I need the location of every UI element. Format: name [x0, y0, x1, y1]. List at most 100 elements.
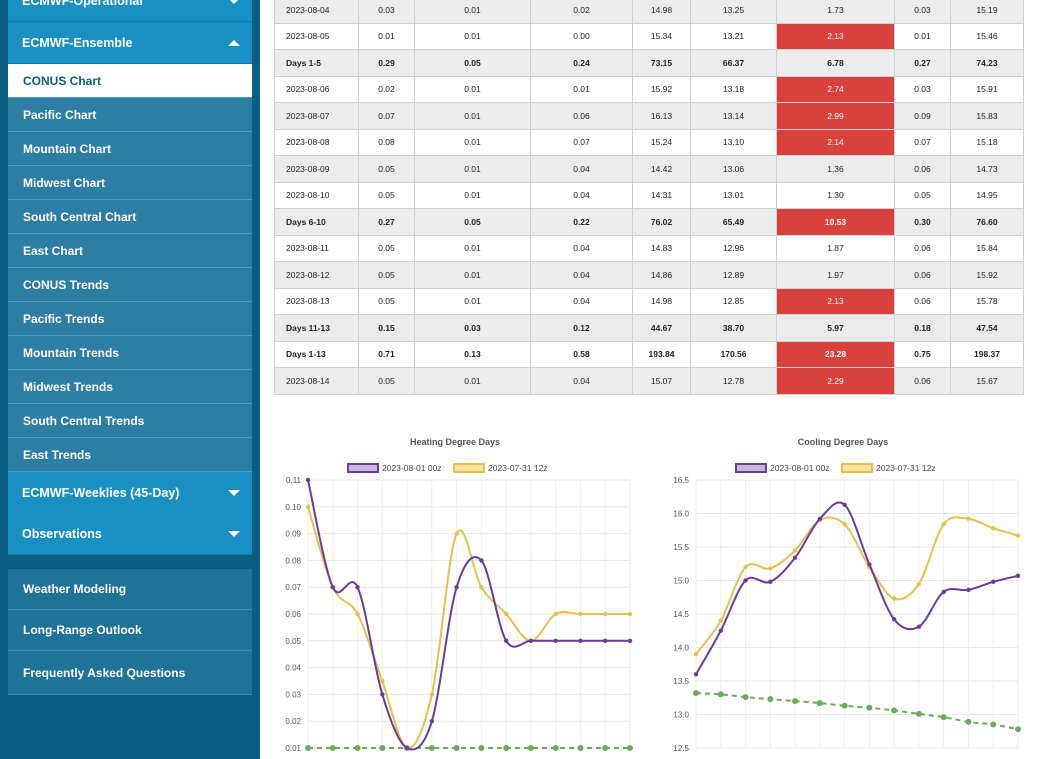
data-point — [380, 692, 385, 697]
sidebar-item-pacific-chart[interactable]: Pacific Chart — [8, 98, 252, 132]
y-tick-label: 13.0 — [673, 711, 689, 720]
menu-header-3[interactable]: Observations — [8, 513, 252, 555]
table-cell: 14.86 — [632, 261, 691, 289]
data-point — [717, 691, 724, 698]
data-point — [768, 566, 773, 571]
data-point — [380, 678, 385, 684]
table-cell: 0.58 — [530, 340, 633, 368]
table-cell: 2.99 — [776, 102, 895, 130]
chevron-down-icon[interactable] — [228, 0, 240, 4]
table-cell: 0.04 — [530, 367, 633, 395]
table-cell: 12.78 — [690, 367, 777, 395]
chevron-down-icon[interactable] — [228, 489, 240, 496]
sidebar-item-conus-chart[interactable]: CONUS Chart — [8, 64, 252, 98]
data-point — [578, 638, 583, 643]
table-cell: 15.78 — [950, 287, 1024, 315]
legend-label: 2023-07-31 12z — [488, 463, 548, 473]
y-tick-label: 0.11 — [286, 476, 302, 485]
sidebar-item-east-trends[interactable]: East Trends — [8, 438, 252, 472]
data-point — [354, 745, 361, 751]
chevron-up-icon[interactable] — [228, 39, 240, 46]
sidebar-link-frequently-asked-questions[interactable]: Frequently Asked Questions — [8, 651, 252, 695]
chevron-down-icon[interactable] — [228, 530, 240, 537]
data-point — [916, 624, 922, 629]
table-cell: 13.01 — [690, 181, 777, 209]
table-cell: 0.06 — [894, 287, 951, 315]
sidebar-item-mountain-chart[interactable]: Mountain Chart — [8, 132, 252, 166]
table-cell: 0.05 — [358, 367, 415, 395]
table-cell: 0.04 — [530, 234, 633, 262]
data-point — [627, 638, 633, 643]
menu-header-2[interactable]: ECMWF-Weeklies (45-Day) — [8, 472, 252, 514]
legend-swatch — [347, 463, 379, 473]
y-tick-label: 0.06 — [285, 610, 301, 619]
data-point — [891, 596, 897, 601]
data-point — [966, 587, 971, 593]
sidebar-item-south-central-trends[interactable]: South Central Trends — [8, 404, 252, 438]
table-cell: 0.22 — [530, 208, 633, 236]
data-point — [478, 745, 485, 751]
table-cell: 0.01 — [414, 287, 531, 315]
table-cell: 0.05 — [414, 49, 531, 77]
table-row: Days 1-5 0.29 0.05 0.24 73.15 66.37 6.78 0.27 74… — [274, 49, 1024, 77]
table-cell: 15.67 — [950, 367, 1024, 395]
data-point — [553, 638, 558, 643]
sidebar-item-mountain-trends[interactable]: Mountain Trends — [8, 336, 252, 370]
data-point — [404, 745, 410, 751]
table-cell: 0.71 — [358, 340, 415, 368]
table-row: 2023-08-12 0.05 0.01 0.04 14.86 12.89 1.97 0.06… — [274, 261, 1024, 289]
menu-group-1: ECMWF-Ensemble CONUS Chart Pacific Chart Mo… — [8, 22, 252, 472]
table-cell: 76.60 — [950, 208, 1024, 236]
menu-header-1[interactable]: ECMWF-Ensemble — [8, 22, 252, 64]
table-row: Days 6-10 0.27 0.05 0.22 76.02 65.49 10.53 0.30… — [274, 208, 1024, 236]
data-point — [479, 558, 484, 563]
sidebar-item-east-chart[interactable]: East Chart — [8, 234, 252, 268]
table-row: 2023-08-13 0.05 0.01 0.04 14.98 12.85 2.13 0.06… — [274, 287, 1024, 315]
data-point — [940, 714, 947, 721]
data-point — [866, 704, 873, 711]
table-cell: 0.06 — [894, 234, 951, 262]
series-line-1 — [695, 516, 1019, 655]
menu-header-0[interactable]: ECMWF-Operational — [8, 0, 252, 22]
sidebar-link-long-range-outlook[interactable]: Long-Range Outlook — [8, 610, 252, 651]
table-cell: 0.04 — [530, 181, 633, 209]
sidebar-item-pacific-trends[interactable]: Pacific Trends — [8, 302, 252, 336]
sidebar-link-weather-modeling[interactable]: Weather Modeling — [8, 569, 252, 610]
table-cell: 0.02 — [358, 75, 415, 103]
table-cell: 0.01 — [414, 181, 531, 209]
table-cell: 13.18 — [690, 75, 777, 103]
table-cell: 0.12 — [530, 314, 633, 342]
series-line-1 — [307, 506, 630, 750]
table-row: 2023-08-11 0.05 0.01 0.04 14.83 12.96 1.87 0.06… — [274, 234, 1024, 262]
table-cell: 0.01 — [414, 22, 531, 50]
menu-header-label: Observations — [22, 526, 102, 541]
table-cell: 12.96 — [690, 234, 777, 262]
table-cell: 13.21 — [690, 22, 777, 50]
table-cell: 2.74 — [776, 75, 895, 103]
sidebar-item-south-central-chart[interactable]: South Central Chart — [8, 200, 252, 234]
menu-group-3: Observations — [8, 513, 252, 555]
row-label: 2023-08-12 — [274, 261, 359, 289]
data-point — [841, 702, 848, 709]
sidebar-item-conus-trends[interactable]: CONUS Trends — [8, 268, 252, 302]
series-line-0 — [695, 501, 1019, 675]
table-cell: 0.15 — [358, 314, 415, 342]
data-point — [941, 522, 946, 527]
table-cell: 0.05 — [358, 287, 415, 315]
table-row: 2023-08-08 0.08 0.01 0.07 15.24 13.10 2.14 0.07… — [274, 128, 1024, 156]
sidebar-item-midwest-chart[interactable]: Midwest Chart — [8, 166, 252, 200]
table-cell: 14.83 — [632, 234, 691, 262]
sidebar-item-midwest-trends[interactable]: Midwest Trends — [8, 370, 252, 404]
table-cell: 6.78 — [776, 49, 895, 77]
table-cell: 0.03 — [358, 0, 415, 24]
data-point — [503, 638, 509, 643]
table-cell: 0.29 — [358, 49, 415, 77]
y-tick-label: 0.01 — [285, 744, 301, 753]
data-point — [768, 579, 773, 585]
y-tick-label: 0.03 — [285, 690, 301, 699]
data-point — [693, 652, 699, 657]
table-row: 2023-08-14 0.05 0.01 0.04 15.07 12.78 2.29 0.06… — [274, 367, 1024, 395]
table-cell: 14.98 — [632, 287, 691, 315]
table-cell: 0.07 — [358, 102, 415, 130]
row-label: 2023-08-04 — [274, 0, 359, 24]
